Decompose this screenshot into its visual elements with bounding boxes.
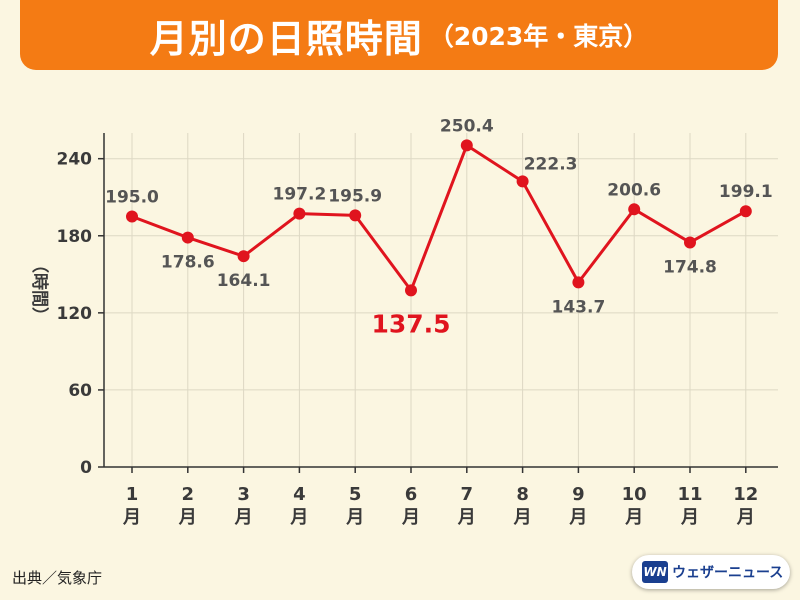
x-tick-unit: 月 bbox=[289, 507, 308, 528]
data-point bbox=[181, 231, 194, 244]
data-label: 174.8 bbox=[663, 257, 717, 277]
data-label: 137.5 bbox=[371, 309, 450, 338]
data-label: 143.7 bbox=[552, 297, 606, 317]
x-tick-number: 4 bbox=[293, 484, 306, 505]
x-tick-number: 7 bbox=[461, 484, 474, 505]
y-tick-label: 240 bbox=[57, 150, 93, 170]
x-tick-unit: 月 bbox=[736, 507, 755, 528]
series-polyline bbox=[131, 143, 747, 292]
data-label: 197.2 bbox=[273, 185, 327, 205]
y-tick-label: 180 bbox=[57, 227, 93, 247]
x-tick-unit: 月 bbox=[680, 507, 699, 528]
x-tick-unit: 月 bbox=[457, 507, 476, 528]
data-point bbox=[405, 284, 417, 297]
data-point bbox=[516, 175, 529, 188]
data-label: 222.3 bbox=[524, 154, 578, 174]
x-tick-number: 1 bbox=[126, 484, 139, 505]
y-tick-label: 0 bbox=[80, 458, 92, 478]
x-tick-unit: 月 bbox=[234, 507, 253, 528]
x-tick-number: 2 bbox=[182, 484, 195, 505]
x-tick-unit: 月 bbox=[624, 507, 643, 528]
x-tick-unit: 月 bbox=[568, 507, 587, 528]
x-tick-number: 5 bbox=[349, 484, 362, 505]
x-tick-number: 10 bbox=[622, 484, 647, 505]
data-point bbox=[739, 205, 752, 218]
x-tick-number: 12 bbox=[733, 484, 758, 505]
data-point bbox=[293, 207, 306, 220]
x-tick-number: 11 bbox=[677, 484, 702, 505]
weathernews-logo: WN ウェザーニュース bbox=[632, 555, 790, 589]
x-tick-number: 8 bbox=[516, 484, 529, 505]
data-label: 250.4 bbox=[440, 116, 494, 136]
chart-subtitle: （2023年・東京） bbox=[428, 22, 649, 51]
source-note: 出典／気象庁 bbox=[12, 569, 103, 587]
y-tick-label: 120 bbox=[57, 304, 93, 324]
data-points bbox=[126, 139, 752, 297]
data-label: 195.0 bbox=[105, 188, 159, 208]
y-tick-label: 60 bbox=[68, 381, 92, 401]
data-label: 195.9 bbox=[328, 186, 382, 206]
title-banner: 月別の日照時間 （2023年・東京） bbox=[20, 0, 778, 70]
data-point bbox=[572, 276, 585, 289]
y-axis-label: （時間） bbox=[29, 256, 50, 324]
x-tick-unit: 月 bbox=[513, 507, 532, 528]
x-tick-number: 9 bbox=[572, 484, 585, 505]
x-tick-unit: 月 bbox=[401, 507, 420, 528]
x-tick-unit: 月 bbox=[345, 507, 364, 528]
data-label: 199.1 bbox=[719, 182, 773, 202]
data-point bbox=[628, 203, 641, 216]
data-label: 200.6 bbox=[607, 180, 661, 200]
y-tick-labels: 0 60 120 180 240 bbox=[57, 150, 93, 478]
x-tick-unit: 月 bbox=[178, 507, 197, 528]
data-point bbox=[684, 236, 696, 249]
data-point bbox=[237, 250, 250, 263]
grid-lines bbox=[104, 133, 778, 467]
axes bbox=[98, 133, 778, 473]
data-label: 178.6 bbox=[161, 253, 215, 273]
brand-name: ウェザーニュース bbox=[672, 565, 784, 581]
weathernews-logo-icon: WN bbox=[642, 561, 668, 583]
x-tick-number: 3 bbox=[237, 484, 250, 505]
chart-title: 月別の日照時間 bbox=[149, 16, 423, 61]
x-tick-number: 6 bbox=[405, 484, 418, 505]
data-label: 164.1 bbox=[217, 271, 271, 291]
data-point bbox=[126, 210, 138, 223]
x-tick-unit: 月 bbox=[122, 507, 141, 528]
data-point bbox=[349, 209, 362, 222]
data-point bbox=[460, 139, 473, 152]
series-line bbox=[131, 143, 747, 292]
